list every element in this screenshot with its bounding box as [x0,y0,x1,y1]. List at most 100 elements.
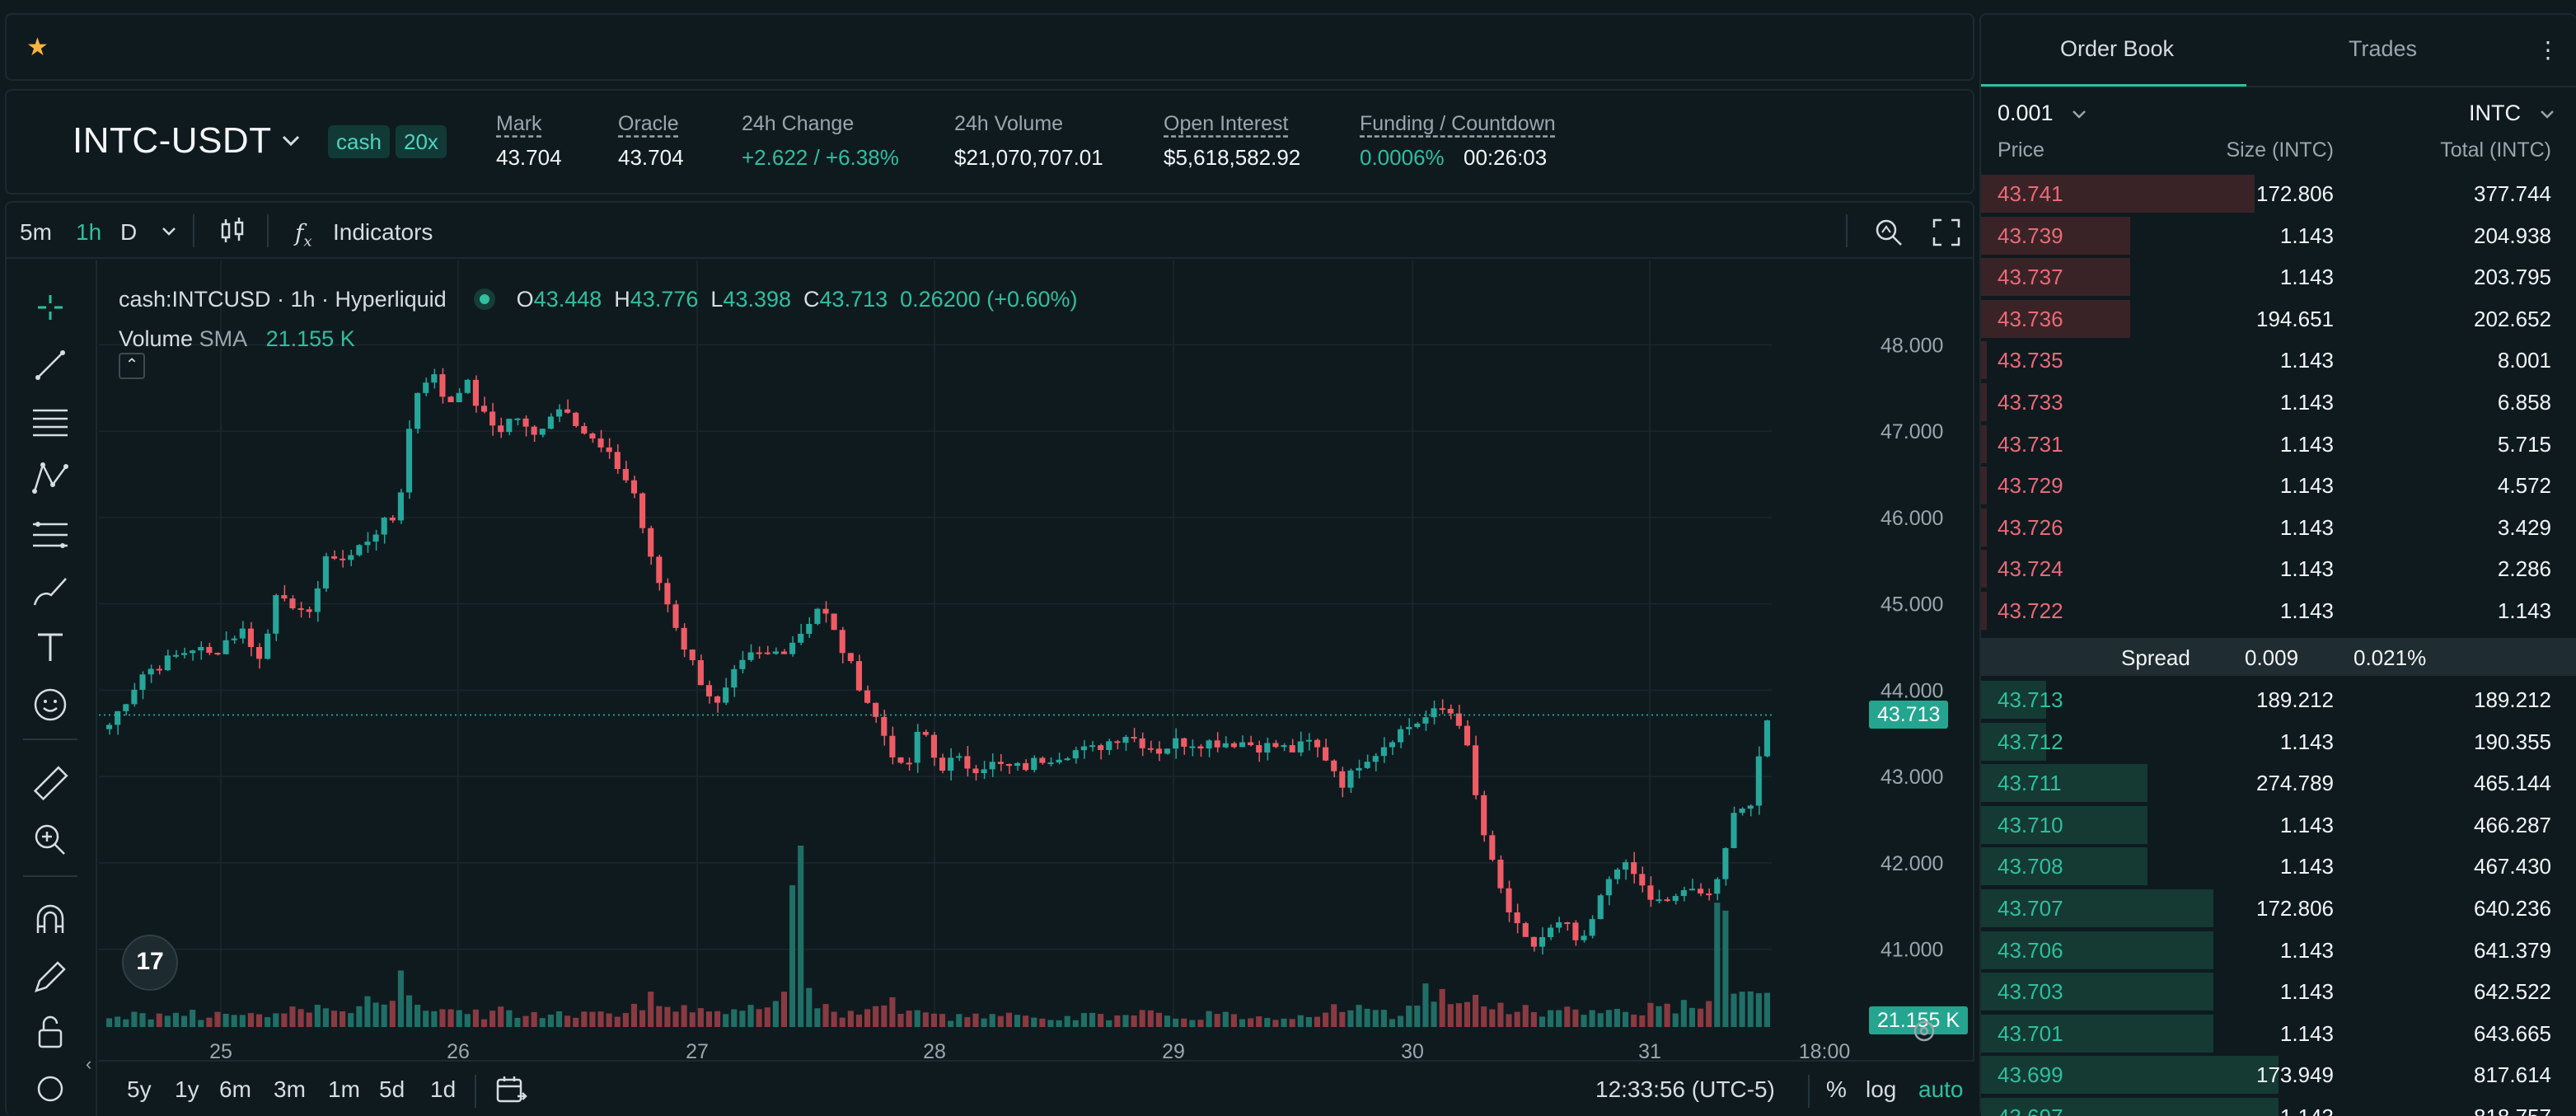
lock-icon[interactable] [28,1010,73,1055]
emoji-icon[interactable] [28,682,73,727]
ask-total: 4.572 [2497,473,2551,499]
fib-icon[interactable] [28,513,73,557]
bid-row[interactable]: 43.708 1.143 467.430 [1981,846,2576,887]
candle-body [1755,756,1762,806]
volume-bar [1623,1011,1629,1027]
volume-bar [1739,992,1745,1027]
tick-size-select[interactable]: 0.001 [1998,101,2054,125]
pattern-icon[interactable] [28,455,73,499]
chevron-down-icon[interactable] [2070,107,2088,122]
depth-bar [1981,722,2047,761]
candle-body [1331,760,1337,771]
candle-body [581,425,588,434]
ask-row[interactable]: 43.741 172.806 377.744 [1981,173,2576,214]
candle-body [1631,862,1637,875]
bid-row[interactable]: 43.707 172.806 640.236 [1981,888,2576,929]
brush-icon[interactable] [28,569,73,613]
collapse-toolbar-icon[interactable]: ‹ [86,1053,92,1074]
ask-row[interactable]: 43.736 194.651 202.652 [1981,298,2576,340]
range-3m[interactable]: 3m [274,1076,306,1102]
ask-row[interactable]: 43.722 1.143 1.143 [1981,590,2576,631]
trend-line-icon[interactable] [28,343,73,387]
range-1y[interactable]: 1y [175,1076,199,1102]
zoom-in-icon[interactable] [28,818,73,862]
more-menu-icon[interactable]: ⋮ [2536,37,2560,63]
volume-bar [156,1013,162,1027]
indicators-icon[interactable]: fx [295,219,312,251]
candle-body [239,628,246,639]
chevron-down-icon[interactable] [160,224,178,239]
candlestick-type-icon[interactable] [218,216,247,246]
ask-row[interactable]: 43.724 1.143 2.286 [1981,548,2576,589]
ruler-icon[interactable] [28,762,73,806]
tab-order-book[interactable]: Order Book [2060,36,2175,61]
bid-row[interactable]: 43.710 1.143 466.287 [1981,804,2576,846]
candle-body [614,452,621,469]
bid-row[interactable]: 43.711 274.789 465.144 [1981,762,2576,804]
ask-row[interactable]: 43.733 1.143 6.858 [1981,382,2576,423]
bid-row[interactable]: 43.703 1.143 642.522 [1981,971,2576,1012]
candle-body [306,609,312,612]
range-1d[interactable]: 1d [430,1076,457,1102]
candle-body [1656,899,1662,902]
volume-bar [180,1015,188,1027]
range-5d[interactable]: 5d [379,1076,405,1102]
ask-row[interactable]: 43.726 1.143 3.429 [1981,507,2576,548]
leverage-tag[interactable]: 20x [396,125,447,158]
market-header: INTC-USDT cash 20x Mark 43.704 Oracle 43… [5,89,1974,195]
auto-scale-toggle[interactable]: auto [1918,1076,1964,1102]
pair-selector[interactable]: INTC-USDT [73,120,272,161]
text-icon[interactable] [28,625,73,669]
magnifier-icon[interactable] [1872,216,1905,249]
star-icon[interactable]: ★ [26,34,49,61]
crosshair-icon[interactable] [28,285,73,330]
chevron-down-icon[interactable] [2538,107,2556,122]
tab-trades[interactable]: Trades [2349,36,2418,61]
eye-icon[interactable] [28,1067,73,1111]
depth-bar [1981,299,2130,338]
magnet-icon[interactable] [28,898,73,943]
horizontal-lines-icon[interactable] [28,399,73,443]
calendar-range-icon[interactable] [494,1073,527,1106]
range-6m[interactable]: 6m [219,1076,251,1102]
order-book-tabs: Order Book Trades ⋮ [1981,15,2576,87]
volume-bar [1372,1010,1379,1027]
bid-row[interactable]: 43.697 1.143 818.757 [1981,1096,2576,1116]
oracle-value: 43.704 [618,145,684,170]
ask-row[interactable]: 43.731 1.143 5.715 [1981,424,2576,465]
fullscreen-icon[interactable] [1932,218,1961,247]
depth-bar [1981,258,2130,297]
percent-scale-toggle[interactable]: % [1826,1076,1847,1102]
depth-bar [1981,973,2213,1011]
price-chart[interactable]: 48.000 47.000 46.000 45.000 44.000 43.000 42.0… [99,260,1974,1116]
ask-row[interactable]: 43.737 1.143 203.795 [1981,256,2576,298]
candlestick-chart[interactable]: 48.000 47.000 46.000 45.000 44.000 43.000 42.0… [99,260,1974,1060]
interval-1h[interactable]: 1h [76,219,102,245]
bid-row[interactable]: 43.713 189.212 189.212 [1981,679,2576,720]
bid-row[interactable]: 43.701 1.143 643.665 [1981,1013,2576,1054]
range-1m[interactable]: 1m [328,1076,360,1102]
collapse-legend-button[interactable]: ⌃ [119,353,145,379]
interval-5m[interactable]: 5m [20,219,52,245]
volume-bar [772,1001,779,1027]
indicators-button[interactable]: Indicators [333,219,433,245]
unit-select[interactable]: INTC [2469,101,2521,125]
candle-body [814,608,821,624]
tradingview-logo[interactable]: 17 [122,935,178,991]
bid-price: 43.710 [1998,812,2063,837]
log-scale-toggle[interactable]: log [1866,1076,1897,1102]
ask-row[interactable]: 43.735 1.143 8.001 [1981,340,2576,381]
candle-body [1481,795,1487,836]
bid-row[interactable]: 43.712 1.143 190.355 [1981,721,2576,762]
pencil-lock-icon[interactable] [28,954,73,999]
bid-row[interactable]: 43.706 1.143 641.379 [1981,930,2576,971]
chart-settings-icon[interactable] [1910,1017,1938,1045]
range-5y[interactable]: 5y [127,1076,152,1102]
ask-row[interactable]: 43.739 1.143 204.938 [1981,215,2576,256]
ask-row[interactable]: 43.729 1.143 4.572 [1981,465,2576,506]
col-size: Size (INTC) [2226,138,2334,162]
volume-bar [106,1018,113,1027]
interval-d[interactable]: D [120,219,138,245]
bid-row[interactable]: 43.699 173.949 817.614 [1981,1054,2576,1095]
chevron-down-icon[interactable] [279,129,303,153]
